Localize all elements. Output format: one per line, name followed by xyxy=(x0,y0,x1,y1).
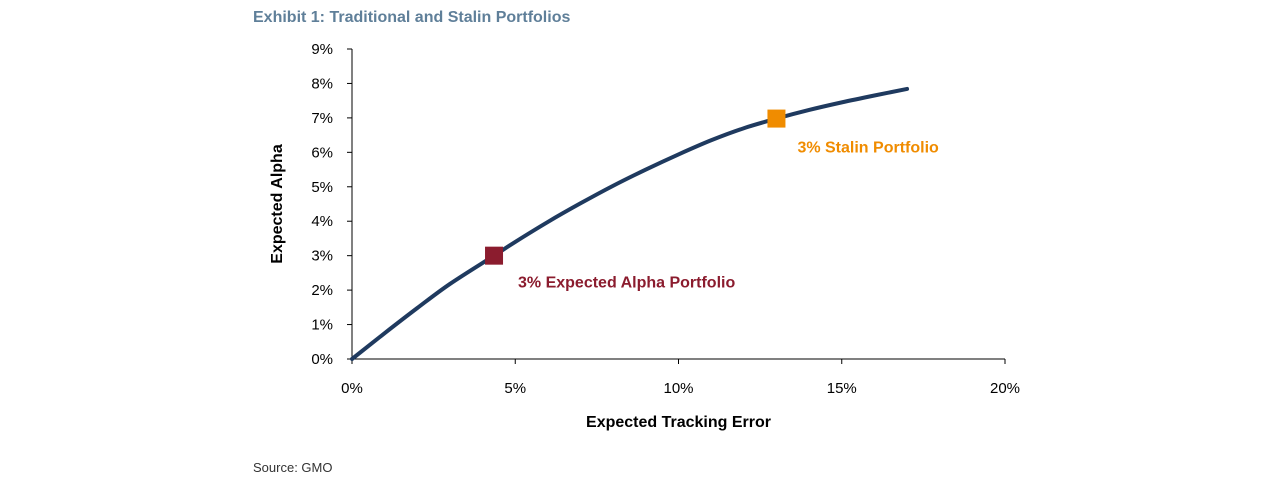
y-tick-label: 0% xyxy=(311,351,333,368)
data-point-label: 3% Stalin Portfolio xyxy=(797,140,939,157)
x-tick-label: 10% xyxy=(663,380,693,397)
axes xyxy=(347,48,1006,364)
y-tick-label: 6% xyxy=(311,144,333,161)
tick-labels: 0% 5% 10% 15% 20% 0% 1% 2% 3% 4% 5% 6% 7% 8% 9% xyxy=(311,41,1020,397)
data-point-marker xyxy=(767,109,786,128)
y-tick-label: 5% xyxy=(311,179,333,196)
x-tick-label: 5% xyxy=(504,380,526,397)
chart-title: Exhibit 1: Traditional and Stalin Portfo… xyxy=(253,9,571,26)
y-axis-title: Expected Alpha xyxy=(269,144,286,264)
y-tick-label: 3% xyxy=(311,248,333,265)
data-point-label: 3% Expected Alpha Portfolio xyxy=(518,275,735,292)
x-axis-title: Expected Tracking Error xyxy=(586,414,771,431)
x-tick-label: 0% xyxy=(341,380,363,397)
series-line xyxy=(350,86,910,361)
y-tick-label: 8% xyxy=(311,75,333,92)
y-tick-label: 9% xyxy=(311,41,333,58)
y-tick-label: 1% xyxy=(311,317,333,334)
data-point-marker xyxy=(485,246,504,265)
x-tick-label: 20% xyxy=(990,380,1020,397)
markers: 3% Expected Alpha Portfolio 3% Stalin Por… xyxy=(485,109,939,292)
x-tick-label: 15% xyxy=(827,380,857,397)
y-tick-label: 2% xyxy=(311,282,333,299)
y-tick-label: 4% xyxy=(311,213,333,230)
source-note: Source: GMO xyxy=(253,460,333,475)
y-tick-label: 7% xyxy=(311,110,333,127)
